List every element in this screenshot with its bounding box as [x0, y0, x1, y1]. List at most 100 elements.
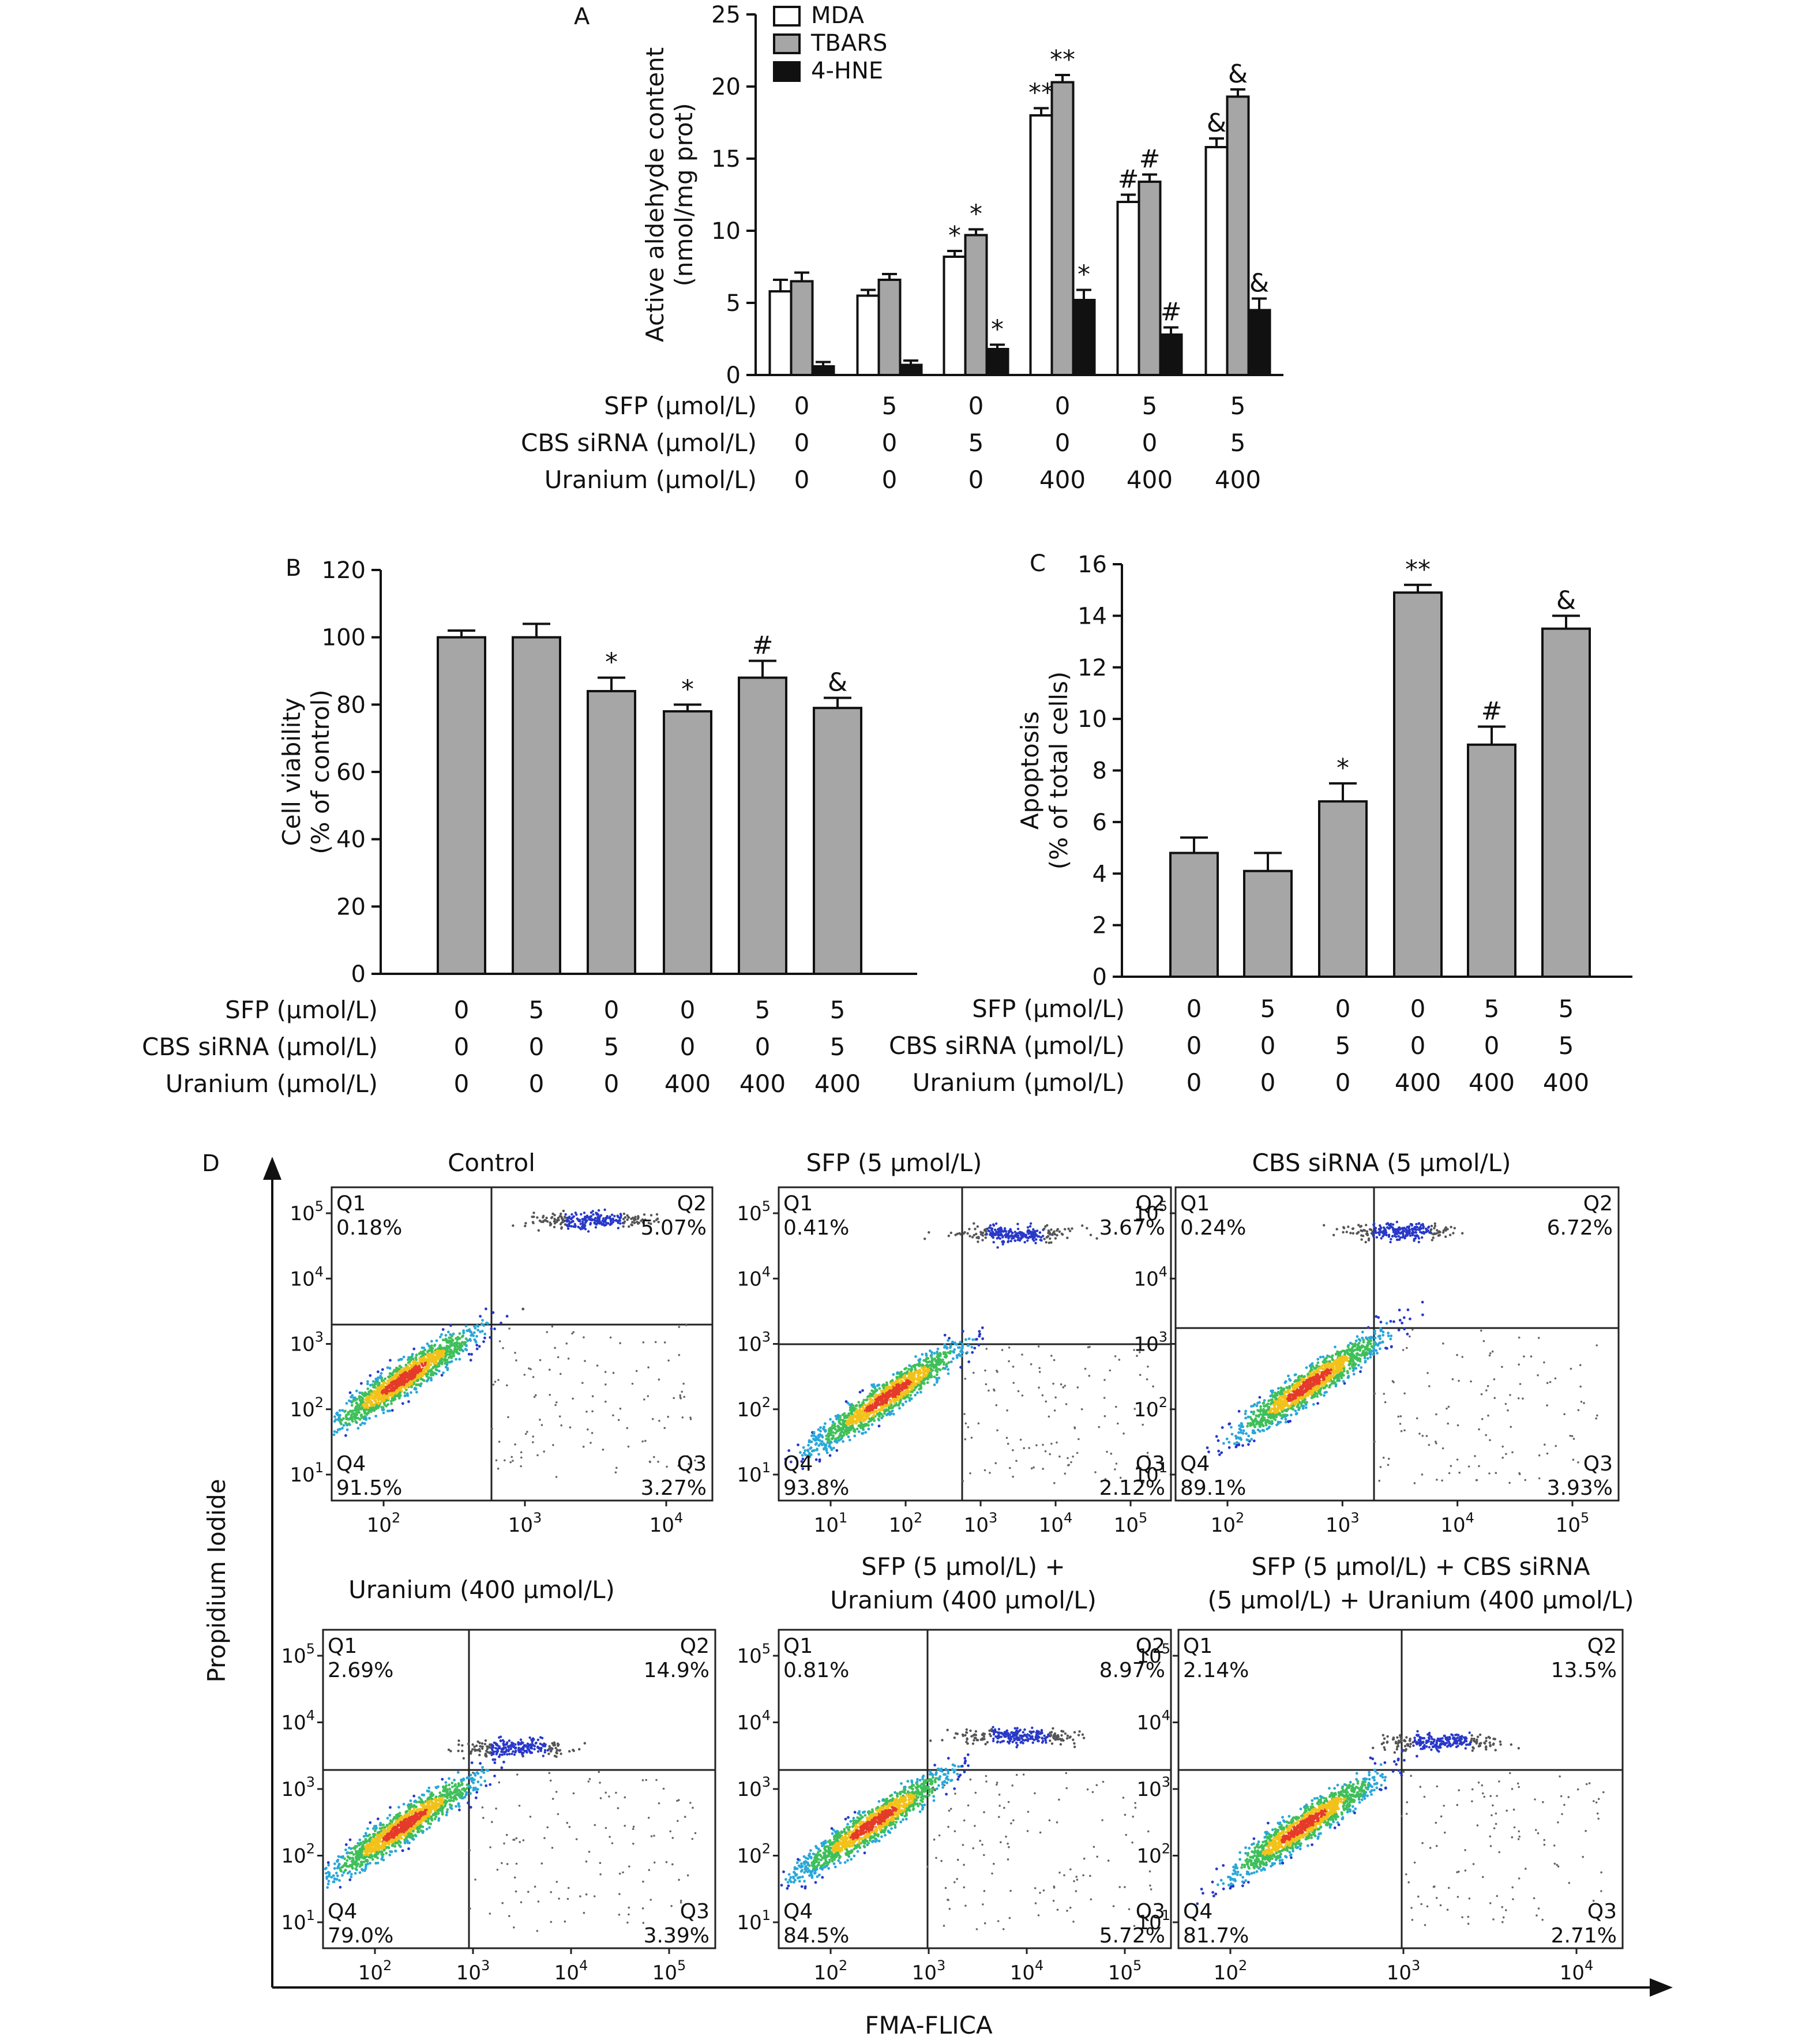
event-dot	[434, 1372, 438, 1375]
event-dot	[549, 1224, 552, 1227]
event-dot	[1401, 1321, 1404, 1325]
event-dot	[827, 1432, 831, 1436]
event-dot	[682, 1382, 685, 1385]
event-dot	[683, 1396, 685, 1398]
y-tick-label: 40	[336, 827, 366, 853]
event-dot	[381, 1395, 385, 1398]
event-dot	[988, 1389, 990, 1392]
event-dot	[340, 1422, 343, 1426]
treatment-value: 0	[529, 1070, 545, 1098]
event-dot	[1379, 1321, 1383, 1324]
event-dot	[929, 1367, 933, 1370]
event-dot	[882, 1386, 885, 1390]
event-dot	[395, 1369, 397, 1372]
event-dot	[655, 1213, 659, 1216]
event-dot	[657, 1460, 659, 1463]
event-dot	[416, 1383, 419, 1386]
treatment-value: 5	[1559, 1032, 1574, 1060]
event-dot	[935, 1381, 938, 1384]
event-dot	[618, 1219, 621, 1222]
event-dot	[959, 1233, 962, 1236]
event-dot	[360, 1382, 363, 1385]
event-dot	[867, 1424, 870, 1427]
quadrant-q1-value: 0.41%	[783, 1216, 849, 1240]
event-dot	[455, 1348, 459, 1351]
event-dot	[866, 1395, 869, 1398]
event-dot	[1045, 1241, 1048, 1244]
event-dot	[389, 1372, 393, 1375]
significance-mark: #	[1139, 145, 1161, 174]
event-dot	[386, 1394, 389, 1398]
event-dot	[874, 1389, 877, 1393]
event-dot	[896, 1383, 899, 1386]
event-dot	[1026, 1226, 1030, 1229]
event-dot	[870, 1411, 874, 1414]
significance-mark: *	[1078, 260, 1090, 290]
event-dot	[658, 1378, 660, 1381]
event-dot	[348, 1391, 352, 1394]
event-dot	[907, 1390, 911, 1394]
event-dot	[823, 1447, 825, 1451]
event-dot	[1064, 1228, 1067, 1231]
event-dot	[835, 1441, 839, 1444]
event-dot	[1061, 1233, 1064, 1236]
event-dot	[606, 1216, 609, 1220]
event-dot	[602, 1224, 606, 1227]
y-axis-label-line: Active aldehyde content	[641, 47, 669, 342]
event-dot	[1295, 1412, 1298, 1415]
event-dot	[1322, 1386, 1326, 1390]
event-dot	[947, 1372, 950, 1375]
event-dot	[872, 1399, 875, 1402]
event-dot	[1357, 1364, 1360, 1367]
event-dot	[558, 1415, 561, 1417]
event-dot	[880, 1407, 884, 1410]
event-dot	[1373, 1336, 1377, 1340]
bar-series-2	[587, 690, 636, 975]
event-dot	[1253, 1426, 1257, 1428]
significance-mark: *	[970, 200, 982, 229]
event-dot	[1021, 1394, 1024, 1397]
event-dot	[887, 1404, 890, 1407]
event-dot	[373, 1397, 376, 1401]
event-dot	[907, 1368, 911, 1371]
event-dot	[1052, 1231, 1055, 1234]
event-dot	[1005, 1230, 1008, 1233]
event-dot	[341, 1427, 344, 1430]
event-dot	[1033, 1236, 1036, 1239]
event-dot	[1346, 1351, 1349, 1355]
event-dot	[851, 1407, 854, 1410]
event-dot	[502, 1347, 504, 1349]
event-dot	[994, 1222, 998, 1225]
event-dot	[914, 1386, 917, 1389]
bar-series-2	[1318, 800, 1368, 978]
event-dot	[877, 1424, 881, 1428]
event-dot	[366, 1398, 370, 1401]
event-dot	[819, 1430, 822, 1433]
treatment-value: 0	[680, 1033, 696, 1061]
event-dot	[863, 1423, 866, 1427]
event-dot	[413, 1369, 416, 1372]
event-dot	[445, 1363, 449, 1367]
bar-4-hne-4	[1159, 333, 1183, 376]
event-dot	[1080, 1408, 1083, 1411]
event-dot	[919, 1364, 922, 1367]
bar-series-5	[1541, 627, 1591, 978]
event-dot	[877, 1417, 880, 1421]
event-dot	[1250, 1438, 1253, 1441]
event-dot	[380, 1406, 384, 1409]
event-dot	[1023, 1447, 1025, 1449]
event-dot	[449, 1333, 452, 1336]
event-dot	[899, 1386, 902, 1390]
event-dot	[1008, 1360, 1010, 1363]
event-dot	[430, 1344, 433, 1348]
event-dot	[413, 1387, 416, 1390]
event-dot	[1098, 1426, 1101, 1428]
event-dot	[891, 1389, 894, 1393]
event-dot	[390, 1402, 393, 1405]
significance-mark: #	[1118, 165, 1139, 194]
event-dot	[877, 1413, 881, 1416]
event-dot	[430, 1340, 433, 1343]
treatment-value: 5	[1559, 995, 1574, 1023]
event-dot	[1323, 1391, 1327, 1394]
event-dot	[539, 1419, 541, 1421]
